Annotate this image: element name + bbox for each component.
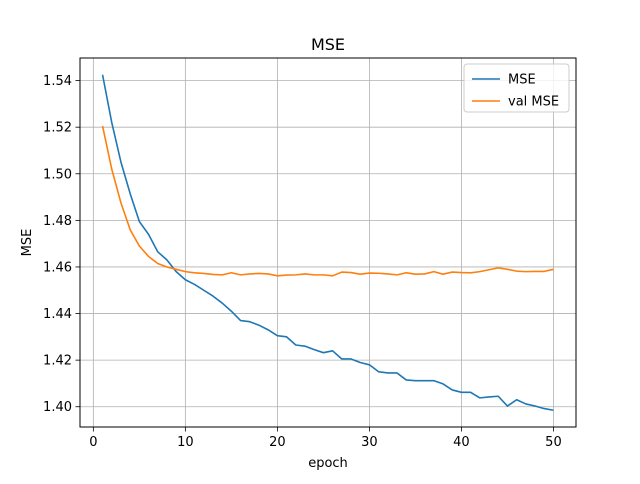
legend-label-2: val MSE [508, 95, 559, 110]
y-tick-label: 1.42 [43, 354, 72, 369]
chart-title: MSE [311, 35, 345, 54]
axis-ticks: 0 10 20 30 40 50 1.40 1.42 1.44 1.46 1.48 1.50 1.52 1… [43, 74, 562, 450]
series-line-2 [101, 125, 554, 277]
plot-frame [79, 57, 577, 428]
series-line-1 [101, 74, 554, 412]
x-tick-label: 30 [361, 435, 378, 450]
x-tick-label: 40 [453, 435, 470, 450]
grid-lines [80, 58, 576, 427]
x-tick-label: 0 [89, 435, 97, 450]
legend-label-1: MSE [508, 73, 536, 88]
y-axis-label: MSE [20, 229, 35, 257]
x-tick-label: 10 [177, 435, 194, 450]
y-tick-label: 1.50 [43, 167, 72, 182]
y-tick-label: 1.52 [43, 121, 72, 136]
y-tick-label: 1.44 [43, 307, 72, 322]
x-tick-label: 20 [269, 435, 286, 450]
series-lines [101, 74, 554, 412]
legend: MSE val MSE [463, 63, 570, 113]
x-tick-label: 50 [545, 435, 562, 450]
x-axis-label: epoch [308, 456, 348, 471]
y-tick-label: 1.40 [43, 400, 72, 415]
y-tick-label: 1.54 [43, 74, 72, 89]
y-tick-label: 1.46 [43, 260, 72, 275]
y-tick-label: 1.48 [43, 214, 72, 229]
legend-box [463, 63, 570, 113]
